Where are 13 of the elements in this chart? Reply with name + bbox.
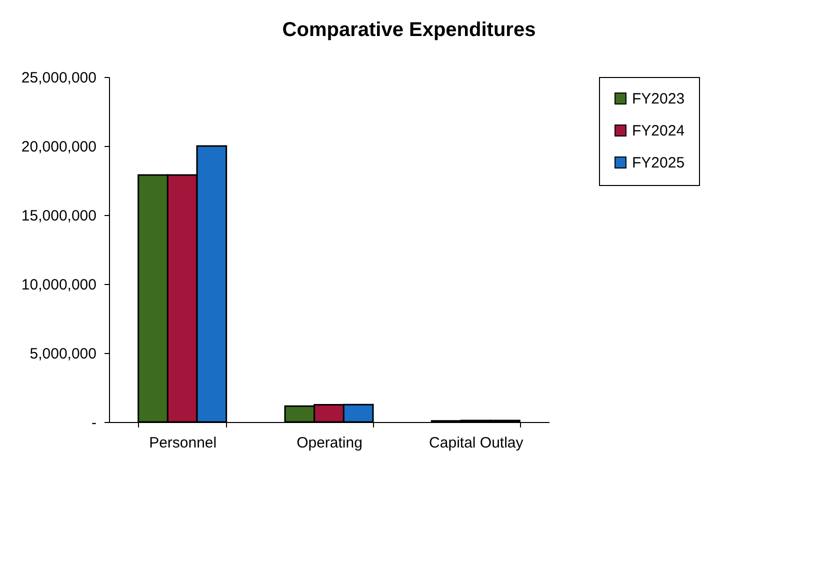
y-tick-label: 15,000,000 xyxy=(21,208,96,224)
x-tick-label: Personnel xyxy=(149,434,217,452)
legend-label: FY2023 xyxy=(632,90,685,108)
y-tick-label: - xyxy=(92,414,96,432)
legend-label: FY2025 xyxy=(632,154,685,172)
x-tick-label: Operating xyxy=(296,434,362,452)
y-tick-label: 25,000,000 xyxy=(21,70,96,86)
legend-label: FY2024 xyxy=(632,122,685,140)
y-tick-label: 5,000,000 xyxy=(30,346,96,362)
y-tick-label: 10,000,000 xyxy=(21,276,96,294)
y-tick-label: 20,000,000 xyxy=(21,138,96,156)
x-tick-label: Capital Outlay xyxy=(429,434,524,452)
chart-title: Comparative Expenditures xyxy=(282,19,536,41)
